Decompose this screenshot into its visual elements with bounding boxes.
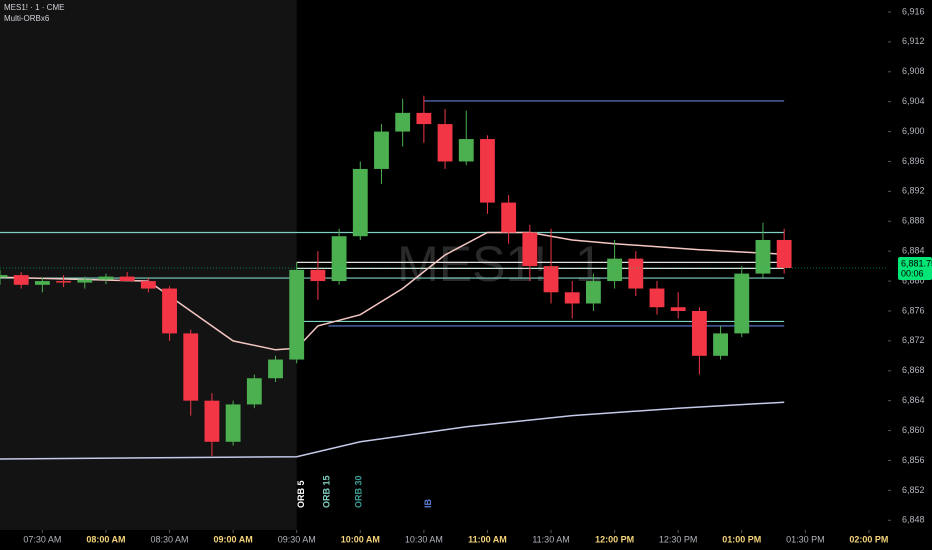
y-tick-label: 6,880: [902, 275, 925, 285]
x-tick-label: 12:30 PM: [659, 534, 698, 544]
candle-body: [183, 333, 199, 401]
chart-subtitle: Multi-ORBx6: [4, 14, 50, 23]
indicator-line: [0, 401, 785, 460]
candle-body: [162, 288, 177, 334]
candle-body: [352, 168, 368, 237]
candle-body: [522, 232, 538, 267]
candle-body: [77, 279, 93, 283]
y-tick-label: 6,864: [902, 395, 925, 405]
candle-body: [34, 281, 50, 285]
y-tick-label: 6,900: [902, 126, 925, 136]
candle-body: [374, 131, 389, 169]
y-tick-label: 6,888: [902, 216, 925, 226]
last-price-label: 6,881.75: [901, 258, 932, 268]
candle-body: [204, 400, 220, 442]
candle-body: [458, 139, 474, 162]
candle-body: [56, 281, 71, 283]
candle-body: [585, 281, 601, 304]
y-tick-label: 6,872: [902, 335, 925, 345]
candle-body: [649, 288, 665, 308]
x-tick-label: 09:00 AM: [214, 534, 253, 544]
x-tick-label: 08:00 AM: [86, 534, 125, 544]
chart-title: MES1! · 1 · CME: [4, 3, 64, 12]
candle-body: [437, 124, 453, 162]
candle-body: [0, 275, 8, 278]
y-tick-label: 6,884: [902, 246, 925, 256]
x-tick-label: 09:30 AM: [278, 534, 316, 544]
session-marker: IB: [423, 498, 433, 508]
x-tick-label: 01:30 PM: [786, 534, 825, 544]
candle-body: [225, 404, 241, 442]
y-tick-label: 6,856: [902, 455, 925, 465]
candle-body: [13, 275, 29, 285]
y-tick-label: 6,916: [902, 6, 925, 16]
x-tick-label: 10:00 AM: [341, 534, 380, 544]
candle-body: [607, 258, 623, 282]
session-marker: ORB 30: [353, 475, 363, 508]
candle-body: [119, 276, 135, 282]
x-tick-label: 11:00 AM: [468, 534, 507, 544]
candle-body: [755, 239, 771, 274]
premarket-shade: [0, 0, 297, 530]
candle-body: [691, 310, 707, 356]
last-price-box: [898, 256, 932, 280]
y-tick-label: 6,912: [902, 36, 925, 46]
x-tick-label: 08:30 AM: [151, 534, 189, 544]
candle-body: [670, 307, 686, 311]
candle-body: [501, 202, 517, 233]
plot-area: MES1!, 1: [0, 0, 888, 530]
y-tick-label: 6,904: [902, 96, 925, 106]
candle-body: [140, 281, 156, 289]
countdown-label: 00:06: [901, 268, 924, 278]
y-tick-label: 6,848: [902, 515, 925, 525]
session-marker: ORB 5: [296, 480, 306, 508]
candle-body: [543, 266, 559, 293]
y-tick-label: 6,852: [902, 485, 925, 495]
candle-body: [480, 139, 495, 203]
indicator-line: [0, 231, 785, 351]
session-marker: ORB 15: [322, 475, 332, 508]
y-tick-label: 6,860: [902, 425, 925, 435]
candle-body: [564, 292, 580, 304]
candle-body: [628, 258, 644, 289]
x-tick-label: 07:30 AM: [23, 534, 61, 544]
x-tick-label: 02:00 PM: [849, 534, 888, 544]
candle-body: [776, 239, 792, 268]
candle-body: [289, 269, 305, 360]
candle-body: [331, 236, 347, 282]
candle-body: [713, 333, 728, 356]
x-tick-label: 01:00 PM: [722, 534, 761, 544]
x-tick-label: 10:30 AM: [405, 534, 443, 544]
candle-body: [416, 112, 432, 125]
y-tick-label: 6,876: [902, 305, 925, 315]
y-tick-label: 6,896: [902, 156, 925, 166]
y-tick-label: 6,908: [902, 66, 925, 76]
candle-body: [734, 273, 750, 334]
x-tick-label: 12:00 PM: [595, 534, 634, 544]
x-tick-label: 11:30 AM: [532, 534, 569, 544]
candle-body: [268, 359, 283, 379]
y-tick-label: 6,868: [902, 365, 925, 375]
y-tick-label: 6,892: [902, 186, 925, 196]
candle-body: [395, 112, 411, 132]
watermark: MES1!, 1: [397, 236, 603, 292]
candle-body: [98, 276, 114, 280]
candle-body: [246, 378, 262, 405]
candle-body: [310, 269, 326, 282]
